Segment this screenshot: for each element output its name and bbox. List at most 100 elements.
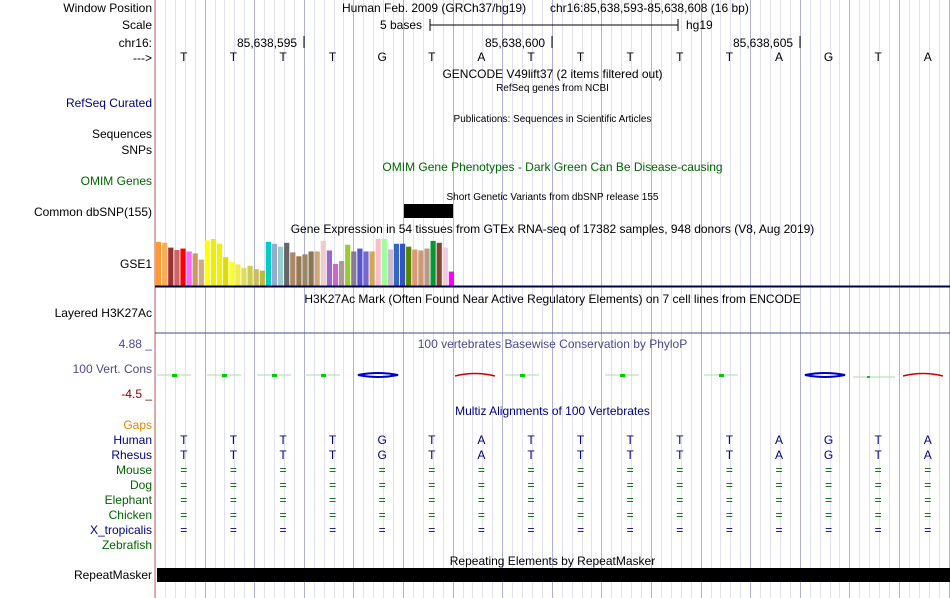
- omim-title[interactable]: OMIM Gene Phenotypes - Dark Green Can Be…: [382, 160, 723, 174]
- gtex-tissue-bar[interactable]: [265, 241, 271, 286]
- gtex-tissue-bar[interactable]: [381, 238, 387, 286]
- gtex-tissue-bar[interactable]: [278, 246, 284, 286]
- species-chicken-base: =: [279, 508, 287, 522]
- species-label-zebrafish[interactable]: Zebrafish: [101, 538, 152, 552]
- species-elephant-base: =: [279, 493, 287, 507]
- repeatmasker-title[interactable]: Repeating Elements by RepeatMasker: [449, 554, 656, 568]
- gtex-tissue-bar[interactable]: [174, 250, 180, 286]
- gtex-tissue-bar[interactable]: [351, 251, 357, 286]
- species-rhesus-base: T: [328, 448, 337, 462]
- gtex-tissue-bar[interactable]: [168, 247, 174, 286]
- gtex-tissue-bar[interactable]: [180, 248, 186, 286]
- omim-label[interactable]: OMIM Genes: [80, 174, 152, 188]
- gtex-tissue-bar[interactable]: [223, 257, 229, 286]
- gtex-tissue-bar[interactable]: [247, 265, 253, 286]
- multiz-title[interactable]: Multiz Alignments of 100 Vertebrates: [455, 404, 650, 418]
- phylop-label[interactable]: 100 Vert. Cons: [72, 362, 152, 376]
- gtex-title[interactable]: Gene Expression in 54 tissues from GTEx …: [290, 222, 815, 236]
- reference-base: T: [626, 50, 634, 64]
- gtex-tissue-bar[interactable]: [186, 251, 192, 286]
- dbsnp-variant-block[interactable]: [404, 204, 453, 218]
- phylop-conservation-plot[interactable]: [155, 366, 950, 386]
- gtex-tissue-bar[interactable]: [400, 243, 406, 286]
- gtex-tissue-bar[interactable]: [369, 251, 375, 286]
- gtex-tissue-bar[interactable]: [229, 262, 235, 286]
- species-label-x_tropicalis[interactable]: X_tropicalis: [89, 523, 152, 537]
- gtex-tissue-bar[interactable]: [253, 269, 259, 286]
- repeatmasker-label[interactable]: RepeatMasker: [73, 568, 152, 582]
- species-label-mouse[interactable]: Mouse: [115, 463, 152, 477]
- species-label-rhesus[interactable]: Rhesus: [111, 448, 152, 462]
- sequences-label[interactable]: Sequences: [91, 127, 152, 141]
- gtex-tissue-bar[interactable]: [302, 254, 308, 286]
- species-dog-base: =: [279, 478, 287, 492]
- reference-base: T: [676, 50, 684, 64]
- gtex-tissue-bar[interactable]: [290, 252, 296, 286]
- reference-base: A: [477, 50, 486, 64]
- refseq-label[interactable]: RefSeq Curated: [65, 96, 152, 110]
- gtex-tissue-bar[interactable]: [363, 251, 369, 286]
- reference-base: T: [527, 50, 535, 64]
- gtex-tissue-bar[interactable]: [387, 249, 393, 286]
- gtex-tissue-bar[interactable]: [241, 267, 247, 286]
- gtex-tissue-bar[interactable]: [308, 251, 314, 286]
- gtex-tissue-bar[interactable]: [210, 238, 217, 286]
- refseq-title[interactable]: RefSeq genes from NCBI: [496, 83, 609, 94]
- species-mouse-base: =: [775, 463, 783, 477]
- gtex-tissue-bar[interactable]: [430, 240, 436, 286]
- gtex-tissue-bar[interactable]: [393, 243, 400, 286]
- gtex-tissue-bar[interactable]: [339, 261, 345, 286]
- gtex-tissue-bar[interactable]: [314, 251, 320, 286]
- gencode-title[interactable]: GENCODE V49lift37 (2 items filtered out): [442, 67, 663, 81]
- gtex-bar-chart[interactable]: [155, 236, 950, 288]
- h3k27ac-label[interactable]: Layered H3K27Ac: [54, 306, 152, 320]
- gtex-tissue-bar[interactable]: [217, 243, 223, 286]
- gtex-label[interactable]: GSE1: [119, 257, 152, 271]
- gtex-tissue-bar[interactable]: [204, 240, 210, 286]
- gtex-tissue-bar[interactable]: [235, 264, 241, 286]
- species-chicken-base: =: [229, 508, 237, 522]
- species-label-chicken[interactable]: Chicken: [108, 508, 152, 522]
- snps-label[interactable]: SNPs: [121, 143, 152, 157]
- dbsnp-title[interactable]: Short Genetic Variants from dbSNP releas…: [446, 192, 659, 203]
- publications-title[interactable]: Publications: Sequences in Scientific Ar…: [453, 114, 652, 125]
- species-chicken-base: =: [477, 508, 485, 522]
- gtex-tissue-bar[interactable]: [320, 240, 326, 286]
- gtex-tissue-bar[interactable]: [412, 249, 418, 286]
- gtex-tissue-bar[interactable]: [192, 253, 198, 286]
- gtex-tissue-bar[interactable]: [418, 250, 424, 286]
- gtex-tissue-bar[interactable]: [442, 247, 448, 286]
- gtex-tissue-bar[interactable]: [406, 246, 412, 286]
- species-mouse-base: =: [329, 463, 337, 477]
- gaps-label[interactable]: Gaps: [123, 418, 152, 432]
- h3k27ac-title[interactable]: H3K27Ac Mark (Often Found Near Active Re…: [304, 292, 801, 306]
- species-label-dog[interactable]: Dog: [129, 478, 152, 492]
- gtex-tissue-bar[interactable]: [448, 271, 454, 286]
- gtex-tissue-bar[interactable]: [326, 250, 332, 286]
- species-mouse-base: =: [626, 463, 634, 477]
- species-label-human[interactable]: Human: [113, 433, 152, 447]
- gtex-tissue-bar[interactable]: [271, 243, 278, 286]
- species-chicken-base: =: [725, 508, 733, 522]
- species-x_tropicalis-base: =: [924, 523, 932, 537]
- gtex-tissue-bar[interactable]: [332, 263, 339, 286]
- species-chicken-base: =: [626, 508, 634, 522]
- gtex-tissue-bar[interactable]: [375, 238, 381, 286]
- gtex-tissue-bar[interactable]: [436, 242, 442, 286]
- gtex-tissue-bar[interactable]: [162, 242, 168, 286]
- species-elephant-base: =: [676, 493, 684, 507]
- gtex-tissue-bar[interactable]: [198, 259, 204, 286]
- gtex-tissue-bar[interactable]: [357, 248, 363, 286]
- gtex-tissue-bar[interactable]: [296, 256, 302, 286]
- scale-label: Scale: [121, 18, 152, 32]
- repeatmasker-element-block[interactable]: [157, 568, 950, 582]
- gtex-tissue-bar[interactable]: [156, 241, 162, 286]
- gtex-tissue-bar[interactable]: [259, 270, 265, 286]
- gtex-tissue-bar[interactable]: [424, 248, 430, 286]
- dbsnp-label[interactable]: Common dbSNP(155): [33, 205, 152, 219]
- gtex-tissue-bar[interactable]: [345, 244, 351, 286]
- gtex-tissue-bar[interactable]: [284, 242, 290, 286]
- species-label-elephant[interactable]: Elephant: [104, 493, 152, 507]
- species-dog-base: =: [428, 478, 436, 492]
- phylop-title[interactable]: 100 vertebrates Basewise Conservation by…: [417, 337, 688, 351]
